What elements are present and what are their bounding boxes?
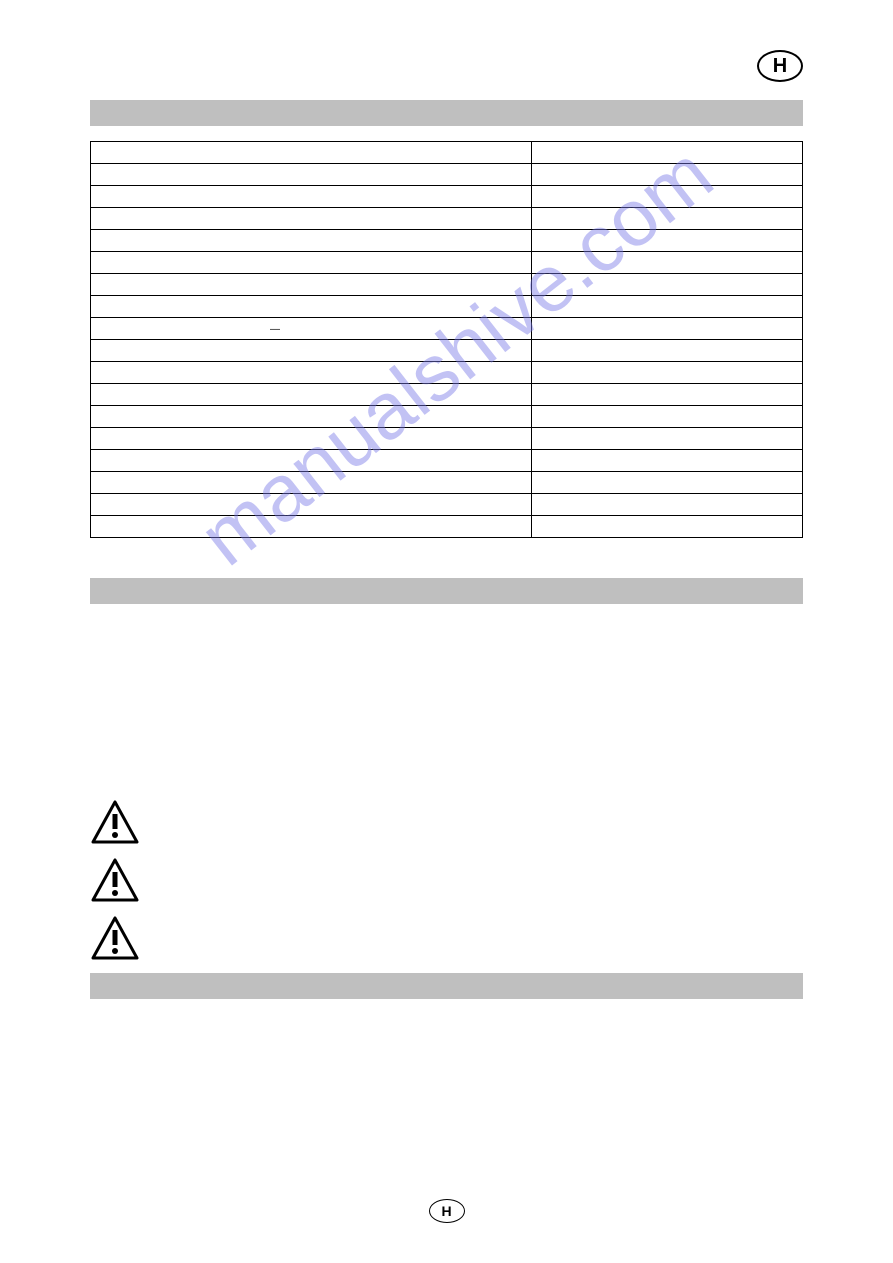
table-row [91,274,803,296]
table-cell [532,274,803,296]
table-cell [91,230,532,252]
table-row [91,252,803,274]
table-cell [532,516,803,538]
content-block [90,619,803,779]
section-bar-3 [90,973,803,999]
table-cell [91,142,532,164]
table-row [91,230,803,252]
table-row [91,296,803,318]
table-cell [532,428,803,450]
table-cell [532,164,803,186]
table-cell [91,428,532,450]
table-row [91,472,803,494]
language-badge-top: H [757,50,803,82]
page-footer: H [0,1199,893,1223]
spec-table-body [91,142,803,538]
table-cell [91,252,532,274]
table-row [91,142,803,164]
warning-triangle-icon [90,857,140,903]
table-cell [532,384,803,406]
table-cell [532,340,803,362]
table-row [91,164,803,186]
table-cell [532,186,803,208]
table-row [91,384,803,406]
table-cell [91,186,532,208]
warning-list [90,799,803,961]
table-cell [91,208,532,230]
table-cell [91,472,532,494]
warning-triangle-icon [90,799,140,845]
table-row [91,494,803,516]
table-cell [532,406,803,428]
spec-table [90,141,803,538]
table-row [91,406,803,428]
footer-badge-label: H [441,1203,451,1219]
table-cell [91,340,532,362]
table-cell [532,472,803,494]
document-page: H — [0,0,893,1034]
table-row [91,516,803,538]
table-cell [532,230,803,252]
table-cell [532,450,803,472]
table-cell [91,494,532,516]
section-bar-2 [90,578,803,604]
tiny-dash-mark: — [270,324,280,335]
table-cell [532,142,803,164]
table-row [91,208,803,230]
table-cell [91,384,532,406]
table-cell [532,296,803,318]
table-cell [532,318,803,340]
table-cell [91,406,532,428]
table-cell [532,252,803,274]
table-cell [532,494,803,516]
warning-triangle-icon [90,915,140,961]
language-badge-bottom: H [429,1199,465,1223]
table-row [91,428,803,450]
table-cell [91,164,532,186]
table-row [91,362,803,384]
warning-row [90,915,803,961]
warning-row [90,857,803,903]
table-row [91,450,803,472]
table-row [91,186,803,208]
section-bar-1 [90,100,803,126]
table-row [91,340,803,362]
table-cell [91,516,532,538]
table-row [91,318,803,340]
table-cell [91,362,532,384]
warning-row [90,799,803,845]
table-cell [91,274,532,296]
table-cell [91,296,532,318]
table-cell [91,318,532,340]
language-badge-label: H [773,55,787,78]
table-cell [91,450,532,472]
table-cell [532,208,803,230]
table-cell [532,362,803,384]
